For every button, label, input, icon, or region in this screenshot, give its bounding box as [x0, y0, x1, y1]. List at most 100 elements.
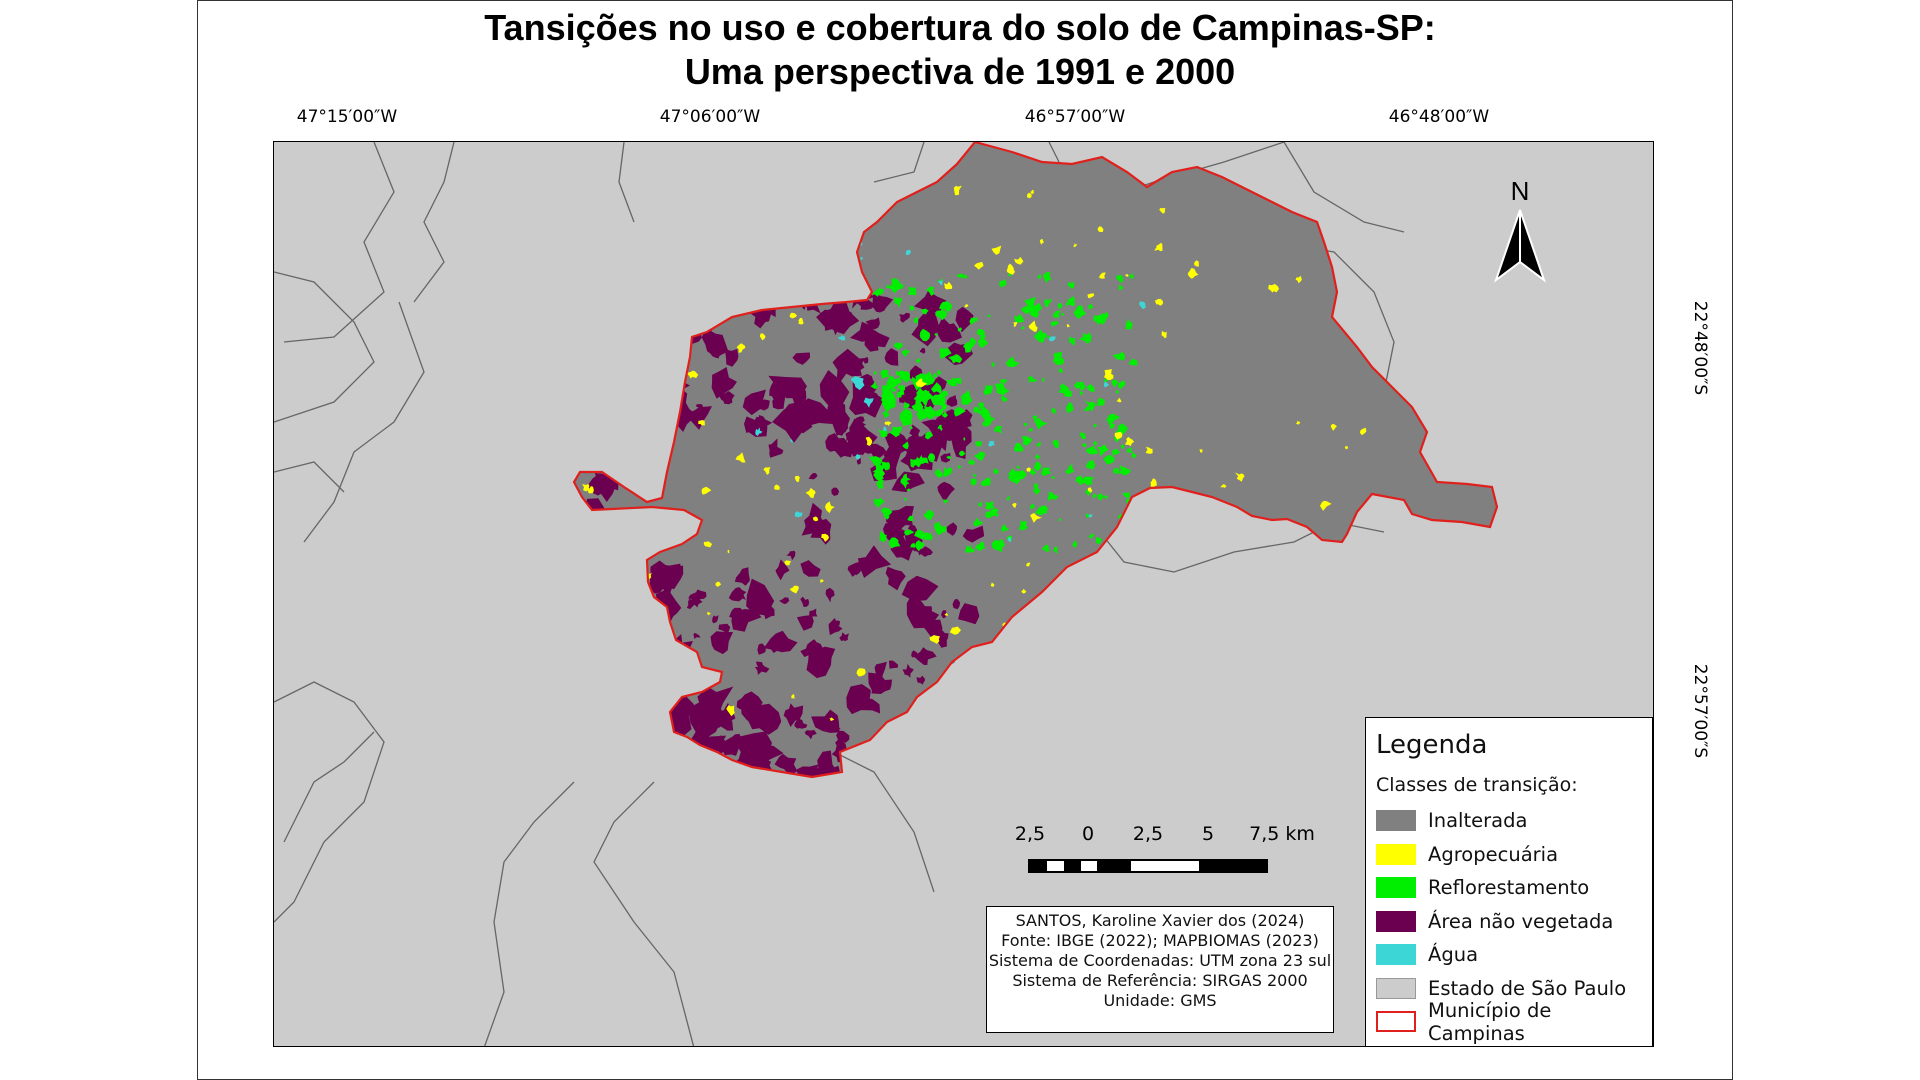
non-vegetated-patch — [641, 746, 659, 769]
legend: Legenda Classes de transição: Inalterada… — [1365, 717, 1653, 1047]
non-vegetated-patch — [888, 660, 899, 669]
agriculture-patch — [491, 563, 497, 570]
agriculture-patch — [622, 741, 630, 750]
reforestation-patch — [957, 327, 962, 332]
agriculture-patch — [788, 789, 793, 794]
reforestation-patch — [964, 545, 976, 553]
non-vegetated-patch — [623, 675, 633, 688]
reforestation-patch — [906, 488, 911, 492]
water-patch — [1139, 301, 1146, 310]
agriculture-patch — [622, 625, 631, 633]
agriculture-patch — [497, 671, 502, 676]
water-patch — [764, 274, 772, 283]
non-vegetated-patch — [635, 303, 661, 327]
non-vegetated-patch — [796, 615, 814, 631]
reforestation-patch — [1006, 496, 1011, 501]
agriculture-patch — [1223, 640, 1234, 649]
non-vegetated-patch — [907, 524, 916, 530]
non-vegetated-patch — [618, 710, 635, 728]
reforestation-patch — [916, 407, 929, 421]
reforestation-patch — [924, 431, 934, 440]
non-vegetated-patch — [574, 545, 585, 576]
non-vegetated-patch — [627, 590, 643, 604]
reforestation-patch — [869, 456, 883, 466]
non-vegetated-patch — [844, 358, 865, 377]
non-vegetated-patch — [602, 678, 625, 703]
reforestation-patch — [880, 507, 893, 518]
non-vegetated-patch — [656, 565, 684, 590]
agriculture-patch — [467, 434, 472, 439]
agriculture-patch — [1389, 685, 1394, 691]
non-vegetated-patch — [660, 758, 677, 773]
reforestation-patch — [1063, 388, 1073, 398]
non-vegetated-patch — [484, 574, 505, 599]
reforestation-patch — [910, 543, 916, 548]
non-vegetated-patch — [538, 518, 565, 544]
reforestation-patch — [1068, 336, 1076, 346]
non-vegetated-patch — [630, 703, 654, 727]
non-vegetated-patch — [574, 639, 590, 653]
reforestation-patch — [901, 349, 910, 357]
agriculture-patch — [759, 286, 766, 293]
agriculture-patch — [641, 357, 652, 367]
non-vegetated-patch — [800, 596, 810, 607]
reforestation-patch — [873, 498, 885, 508]
non-vegetated-patch — [434, 630, 448, 642]
reforestation-patch — [1067, 282, 1075, 290]
reforestation-patch — [1117, 423, 1128, 435]
non-vegetated-patch — [738, 731, 772, 766]
reforestation-patch — [932, 373, 938, 378]
reforestation-patch — [1128, 273, 1135, 280]
non-vegetated-patch — [831, 487, 840, 496]
agriculture-patch — [404, 697, 410, 704]
non-vegetated-patch — [484, 732, 515, 761]
non-vegetated-patch — [904, 432, 921, 456]
non-vegetated-patch — [508, 643, 545, 682]
reforestation-patch — [1110, 539, 1114, 544]
longitude-label-1: 47°15′00″W — [296, 107, 398, 127]
agriculture-patch — [1154, 242, 1163, 252]
non-vegetated-patch — [668, 764, 710, 777]
non-vegetated-patch — [449, 513, 470, 538]
campinas-municipality[interactable] — [574, 142, 1497, 777]
non-vegetated-patch — [919, 347, 926, 354]
agriculture-patch — [865, 436, 873, 446]
reforestation-patch — [962, 274, 968, 279]
non-vegetated-patch — [810, 642, 827, 660]
non-vegetated-patch — [550, 532, 568, 548]
reforestation-patch — [873, 371, 877, 375]
non-vegetated-patch — [624, 640, 644, 662]
agriculture-patch — [829, 717, 835, 721]
reforestation-patch — [938, 399, 946, 408]
reforestation-patch — [983, 385, 993, 396]
non-vegetated-patch — [577, 710, 599, 742]
agriculture-patch — [944, 612, 948, 617]
reforestation-patch — [900, 473, 911, 485]
non-vegetated-patch — [921, 619, 943, 639]
non-vegetated-patch — [467, 540, 476, 554]
non-vegetated-patch — [617, 664, 640, 691]
non-vegetated-patch — [946, 522, 957, 536]
non-vegetated-patch — [710, 631, 734, 655]
non-vegetated-patch — [429, 603, 448, 632]
reforestation-patch — [1118, 284, 1124, 291]
reforestation-patch — [904, 529, 915, 536]
reforestation-patch — [1096, 493, 1104, 501]
agriculture-patch — [825, 501, 835, 514]
non-vegetated-patch — [868, 672, 893, 694]
non-vegetated-patch — [800, 560, 821, 577]
agriculture-patch — [397, 535, 405, 542]
reforestation-patch — [1129, 544, 1138, 554]
non-vegetated-patch — [546, 727, 569, 751]
boundary-line — [873, 142, 925, 183]
legend-swatch — [1376, 877, 1416, 899]
map-canvas[interactable] — [273, 141, 1654, 1047]
non-vegetated-patch — [630, 329, 642, 340]
reforestation-patch — [904, 497, 907, 501]
agriculture-patch — [432, 514, 435, 517]
agriculture-patch — [1304, 596, 1312, 603]
agriculture-patch — [1347, 545, 1358, 554]
non-vegetated-patch — [695, 404, 703, 409]
reforestation-patch — [1008, 468, 1021, 479]
reforestation-patch — [974, 544, 987, 551]
